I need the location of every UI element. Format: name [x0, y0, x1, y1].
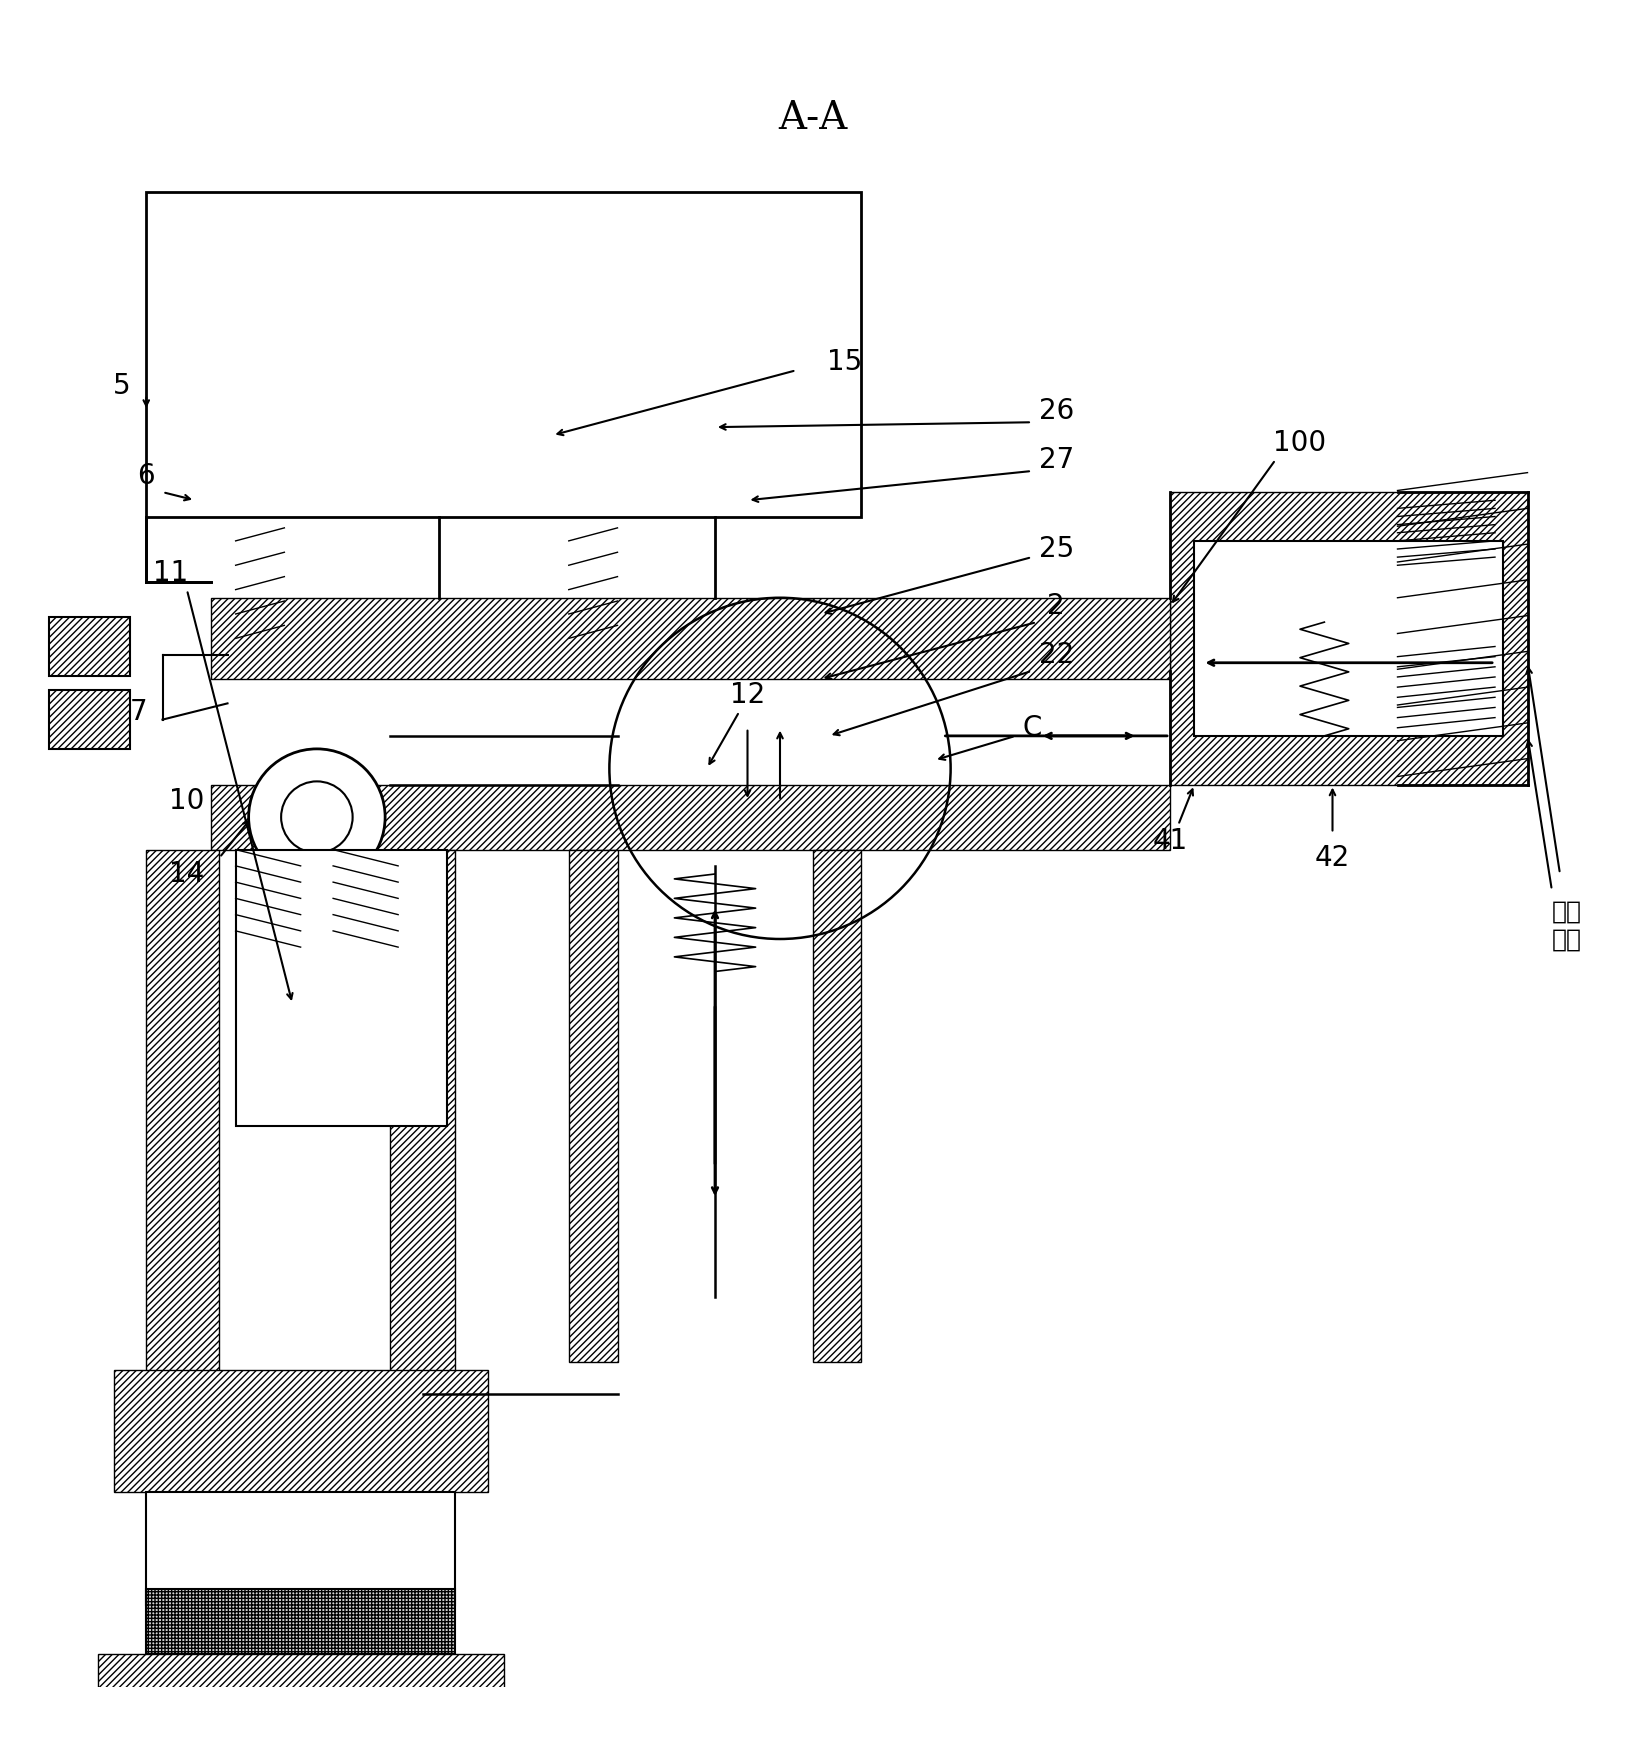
Text: 41: 41	[1152, 827, 1188, 855]
Text: 2: 2	[1048, 593, 1064, 621]
Polygon shape	[812, 850, 861, 1362]
Polygon shape	[569, 850, 618, 1362]
Text: A-A: A-A	[778, 100, 847, 136]
Polygon shape	[211, 598, 1170, 678]
Bar	[146, 192, 861, 516]
Text: 7: 7	[130, 697, 146, 725]
Text: 25: 25	[1038, 535, 1074, 563]
Bar	[236, 850, 447, 1126]
Text: 15: 15	[827, 348, 863, 376]
Polygon shape	[146, 850, 219, 1393]
Text: 10: 10	[169, 787, 205, 815]
Bar	[146, 1491, 455, 1605]
Polygon shape	[390, 850, 455, 1393]
Polygon shape	[1170, 493, 1528, 785]
Bar	[1194, 540, 1503, 736]
Text: 42: 42	[1315, 844, 1350, 872]
Text: C: C	[1022, 713, 1042, 741]
Text: 26: 26	[1038, 397, 1074, 425]
Text: 11: 11	[153, 559, 188, 587]
Bar	[49, 690, 130, 748]
Text: 空气
积液: 空气 积液	[1552, 900, 1581, 953]
Circle shape	[249, 748, 385, 886]
Polygon shape	[114, 1370, 487, 1491]
Polygon shape	[98, 1654, 504, 1703]
Polygon shape	[211, 785, 1170, 850]
Bar	[49, 617, 130, 676]
Text: 5: 5	[114, 372, 130, 400]
Circle shape	[281, 781, 353, 853]
Text: 12: 12	[730, 682, 765, 710]
Text: 6: 6	[138, 461, 154, 489]
Text: 27: 27	[1038, 446, 1074, 474]
Text: 100: 100	[1274, 430, 1326, 458]
Text: 22: 22	[1038, 640, 1074, 669]
Bar	[146, 1589, 455, 1654]
Text: 14: 14	[169, 860, 205, 888]
